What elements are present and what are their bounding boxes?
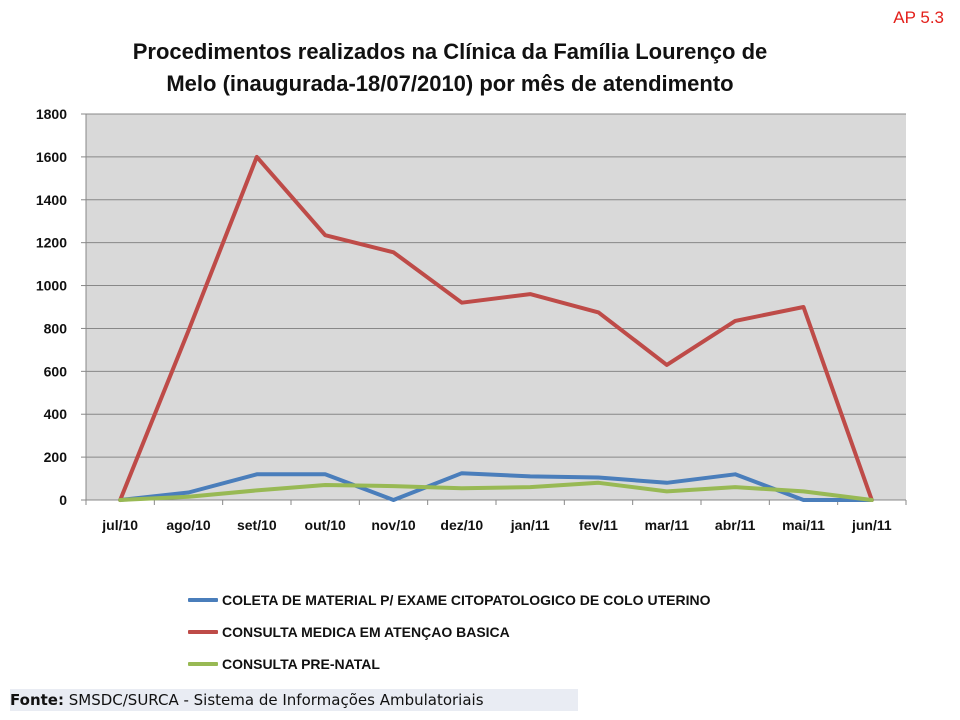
series-line-pre-natal	[118, 480, 874, 502]
legend-label-consulta-medica: CONSULTA MEDICA EM ATENÇAO BASICA	[222, 624, 510, 640]
x-tick-label: abr/11	[715, 517, 756, 533]
series-lines	[118, 154, 874, 502]
legend-item-coleta: COLETA DE MATERIAL P/ EXAME CITOPATOLOGI…	[188, 584, 710, 616]
source-text: SMSDC/SURCA - Sistema de Informações Amb…	[63, 691, 484, 709]
x-tick-label: dez/10	[440, 517, 483, 533]
legend-swatch-coleta	[188, 598, 218, 602]
legend-item-consulta-medica: CONSULTA MEDICA EM ATENÇAO BASICA	[188, 616, 710, 648]
series-line-coleta	[118, 471, 874, 502]
x-tick-label: ago/10	[166, 517, 211, 533]
y-axis-ticks: 0 200 400 600 800 1000 1200 1400 1600 1800	[36, 106, 86, 508]
x-tick-label: mai/11	[782, 517, 825, 533]
y-tick-label: 1000	[36, 278, 67, 294]
source-label: Fonte:	[10, 691, 64, 709]
legend-label-pre-natal: CONSULTA PRE-NATAL	[222, 656, 380, 672]
x-tick-label: jun/11	[851, 517, 892, 533]
source-footer: Fonte: SMSDC/SURCA - Sistema de Informaç…	[10, 689, 578, 711]
plot-area	[86, 114, 906, 500]
line-chart: 0 200 400 600 800 1000 1200 1400 1600 1800 jul/10…	[36, 106, 907, 533]
y-tick-label: 1800	[36, 106, 67, 122]
y-tick-label: 1400	[36, 192, 67, 208]
legend-label-coleta: COLETA DE MATERIAL P/ EXAME CITOPATOLOGI…	[222, 592, 711, 608]
x-axis-ticks: jul/10 ago/10 set/10 out/10 nov/10 dez/10 jan/…	[85, 500, 907, 533]
region-tag: AP 5.3	[893, 8, 944, 27]
legend-swatch-pre-natal	[188, 662, 218, 666]
x-tick-label: fev/11	[579, 517, 618, 533]
y-tick-label: 400	[44, 406, 68, 422]
x-tick-label: set/10	[237, 517, 277, 533]
x-tick-label: jan/11	[510, 517, 550, 533]
y-tick-label: 600	[44, 363, 68, 379]
y-tick-label: 0	[59, 492, 67, 508]
chart-title-line-2: Melo (inaugurada-18/07/2010) por mês de …	[166, 71, 734, 96]
series-line-consulta-medica	[118, 154, 874, 502]
y-tick-label: 1200	[36, 235, 67, 251]
y-tick-label: 200	[44, 449, 68, 465]
y-tick-label: 800	[44, 320, 68, 336]
chart-title-line-1: Procedimentos realizados na Clínica da F…	[132, 39, 768, 64]
legend: COLETA DE MATERIAL P/ EXAME CITOPATOLOGI…	[188, 584, 710, 680]
x-tick-label: out/10	[305, 517, 346, 533]
x-tick-label: jul/10	[101, 517, 138, 533]
legend-swatch-consulta-medica	[188, 630, 218, 634]
x-tick-label: nov/10	[371, 517, 416, 533]
x-tick-label: mar/11	[645, 517, 690, 533]
chart-title: Procedimentos realizados na Clínica da F…	[60, 36, 840, 100]
legend-item-pre-natal: CONSULTA PRE-NATAL	[188, 648, 710, 680]
y-tick-label: 1600	[36, 149, 67, 165]
